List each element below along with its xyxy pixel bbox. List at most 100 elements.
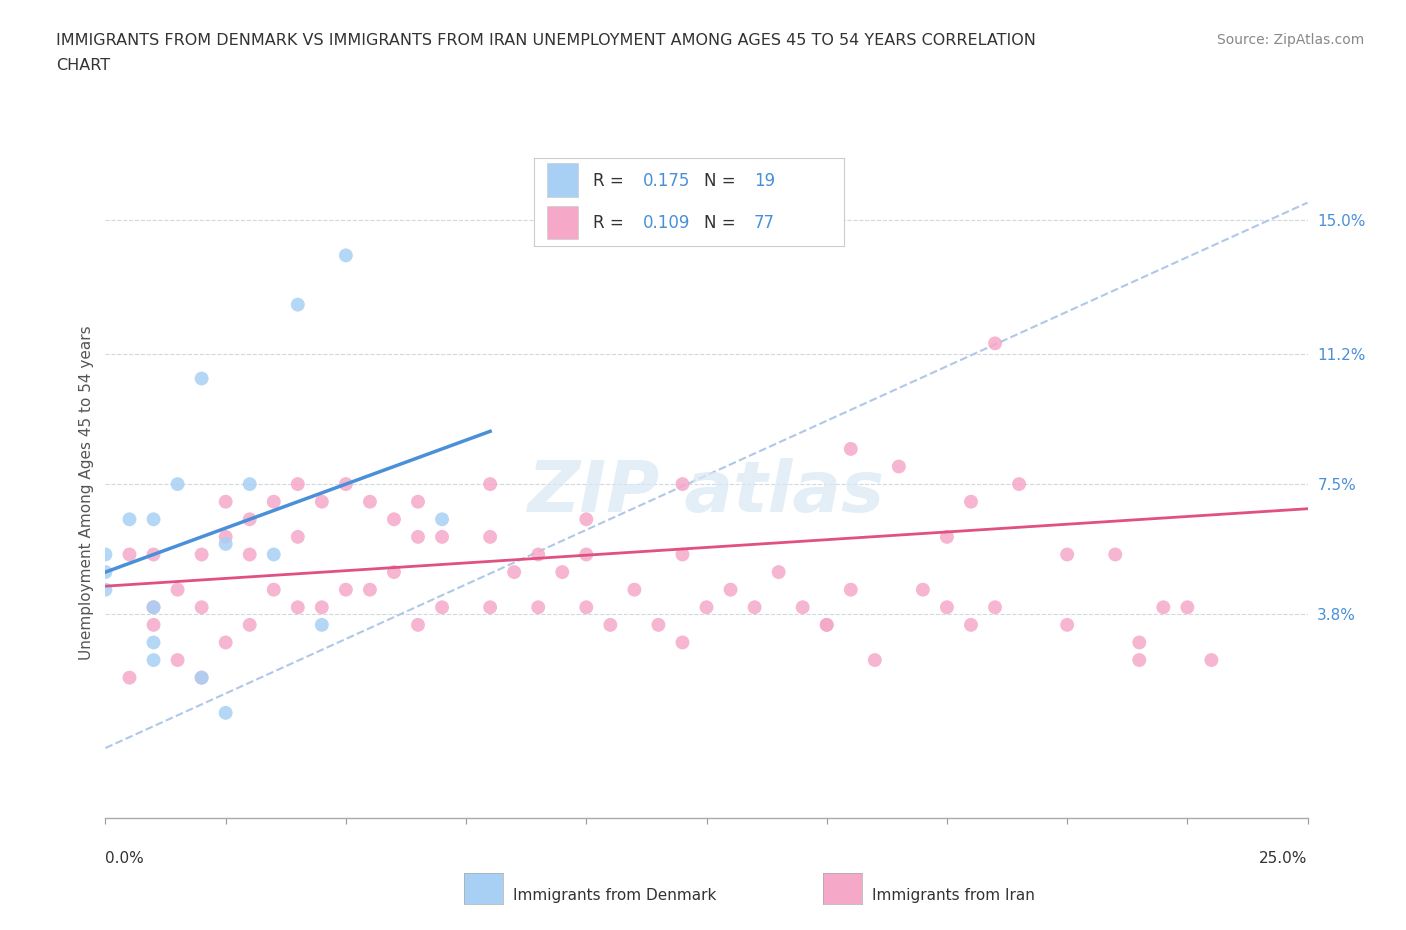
Point bbox=[142, 653, 165, 668]
Point bbox=[214, 635, 236, 650]
Point bbox=[696, 600, 718, 615]
Point bbox=[190, 600, 212, 615]
Point bbox=[190, 671, 212, 685]
Point bbox=[479, 477, 502, 492]
Point bbox=[936, 529, 959, 544]
Point bbox=[166, 653, 188, 668]
Point bbox=[214, 537, 236, 551]
Point bbox=[142, 547, 165, 562]
FancyBboxPatch shape bbox=[547, 206, 578, 239]
Text: R =: R = bbox=[593, 172, 628, 190]
Point bbox=[430, 512, 453, 526]
Text: CHART: CHART bbox=[56, 58, 110, 73]
Point bbox=[335, 582, 357, 597]
Text: N =: N = bbox=[704, 214, 741, 232]
Point bbox=[671, 635, 693, 650]
Point bbox=[430, 529, 453, 544]
Text: 77: 77 bbox=[754, 214, 775, 232]
Text: Immigrants from Denmark: Immigrants from Denmark bbox=[513, 888, 717, 903]
Point bbox=[647, 618, 669, 632]
Text: R =: R = bbox=[593, 214, 628, 232]
Point bbox=[479, 600, 502, 615]
Point bbox=[406, 494, 429, 509]
FancyBboxPatch shape bbox=[547, 164, 578, 197]
Text: 0.0%: 0.0% bbox=[105, 851, 145, 866]
Text: IMMIGRANTS FROM DENMARK VS IMMIGRANTS FROM IRAN UNEMPLOYMENT AMONG AGES 45 TO 54: IMMIGRANTS FROM DENMARK VS IMMIGRANTS FR… bbox=[56, 33, 1036, 47]
Point bbox=[839, 582, 862, 597]
Point bbox=[984, 336, 1007, 351]
Point bbox=[239, 512, 262, 526]
Point bbox=[311, 494, 333, 509]
Point bbox=[1128, 635, 1150, 650]
Point bbox=[1104, 547, 1126, 562]
Point bbox=[623, 582, 645, 597]
Point bbox=[287, 529, 309, 544]
Point bbox=[911, 582, 934, 597]
Point bbox=[575, 600, 598, 615]
Point bbox=[287, 600, 309, 615]
Text: 0.109: 0.109 bbox=[643, 214, 690, 232]
Point bbox=[575, 512, 598, 526]
Point bbox=[815, 618, 838, 632]
Point bbox=[166, 582, 188, 597]
Point bbox=[960, 494, 983, 509]
Point bbox=[142, 600, 165, 615]
Point bbox=[142, 512, 165, 526]
Point bbox=[479, 529, 502, 544]
Point bbox=[142, 618, 165, 632]
Point bbox=[960, 618, 983, 632]
Point bbox=[575, 547, 598, 562]
Text: ZIP atlas: ZIP atlas bbox=[527, 458, 886, 527]
Point bbox=[311, 618, 333, 632]
Point bbox=[503, 565, 526, 579]
Text: 0.175: 0.175 bbox=[643, 172, 690, 190]
Point bbox=[190, 547, 212, 562]
Text: Source: ZipAtlas.com: Source: ZipAtlas.com bbox=[1216, 33, 1364, 46]
Point bbox=[863, 653, 886, 668]
Point bbox=[599, 618, 621, 632]
Point bbox=[214, 494, 236, 509]
Point bbox=[839, 442, 862, 457]
Point bbox=[1201, 653, 1223, 668]
Text: Immigrants from Iran: Immigrants from Iran bbox=[872, 888, 1035, 903]
Point bbox=[118, 547, 141, 562]
Point bbox=[142, 600, 165, 615]
Point bbox=[190, 671, 212, 685]
Point bbox=[287, 298, 309, 312]
Point bbox=[527, 547, 550, 562]
Point bbox=[94, 565, 117, 579]
Point bbox=[263, 494, 285, 509]
Point bbox=[214, 705, 236, 720]
Point bbox=[382, 565, 405, 579]
Point bbox=[1175, 600, 1198, 615]
Point bbox=[430, 600, 453, 615]
Point bbox=[406, 529, 429, 544]
Point bbox=[551, 565, 574, 579]
Point bbox=[406, 618, 429, 632]
Point bbox=[94, 582, 117, 597]
Point bbox=[311, 600, 333, 615]
Point bbox=[335, 477, 357, 492]
Point bbox=[887, 459, 910, 474]
Point bbox=[984, 600, 1007, 615]
Point bbox=[239, 547, 262, 562]
Y-axis label: Unemployment Among Ages 45 to 54 years: Unemployment Among Ages 45 to 54 years bbox=[79, 326, 94, 660]
Point bbox=[815, 618, 838, 632]
Point bbox=[382, 512, 405, 526]
Point bbox=[335, 248, 357, 263]
Point bbox=[166, 477, 188, 492]
Text: 19: 19 bbox=[754, 172, 775, 190]
Point bbox=[527, 600, 550, 615]
Point bbox=[1152, 600, 1174, 615]
Point bbox=[239, 477, 262, 492]
Point bbox=[792, 600, 814, 615]
Text: N =: N = bbox=[704, 172, 741, 190]
Point bbox=[214, 529, 236, 544]
Point bbox=[118, 671, 141, 685]
Point bbox=[287, 477, 309, 492]
Point bbox=[1056, 547, 1078, 562]
Point bbox=[1056, 618, 1078, 632]
Point bbox=[263, 547, 285, 562]
Point bbox=[142, 635, 165, 650]
Point bbox=[768, 565, 790, 579]
